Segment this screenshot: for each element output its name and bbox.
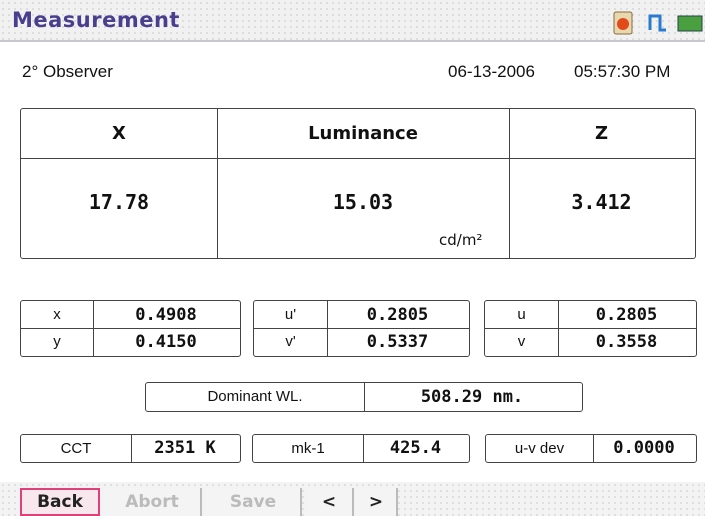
status-icons bbox=[610, 10, 705, 36]
column-header: Luminance bbox=[217, 109, 509, 158]
label: y bbox=[21, 328, 93, 355]
value: 0.0000 bbox=[593, 435, 695, 461]
label: v' bbox=[254, 328, 327, 355]
main-table: X Luminance Z 17.78 15.03 3.412 cd/m² bbox=[20, 108, 696, 259]
value: 0.2805 bbox=[327, 301, 468, 328]
value: 2351 K bbox=[131, 435, 239, 461]
button[interactable]: < bbox=[306, 488, 354, 516]
value: 17.78 bbox=[21, 187, 217, 217]
value: 15.03 bbox=[217, 187, 509, 217]
value: 0.4908 bbox=[93, 301, 239, 328]
value: 3.412 bbox=[509, 187, 694, 217]
label: Dominant WL. bbox=[146, 383, 364, 410]
column-header: X bbox=[21, 109, 217, 158]
screen: Measurement 2° Observer 06-13-2006 05:57… bbox=[0, 0, 705, 516]
label: v bbox=[485, 328, 558, 355]
button[interactable]: Back bbox=[20, 488, 100, 516]
value: 0.5337 bbox=[327, 328, 468, 355]
date: 06-13-2006 bbox=[448, 62, 535, 82]
label: mk-1 bbox=[253, 435, 363, 461]
label: x bbox=[21, 301, 93, 328]
value: 0.4150 bbox=[93, 328, 239, 355]
button[interactable]: Save bbox=[206, 488, 302, 516]
label: u' bbox=[254, 301, 327, 328]
button[interactable]: Abort bbox=[104, 488, 202, 516]
value: 0.3558 bbox=[558, 328, 695, 355]
button[interactable]: > bbox=[356, 488, 398, 516]
value: 0.2805 bbox=[558, 301, 695, 328]
column-header: Z bbox=[509, 109, 694, 158]
value: 508.29 nm. bbox=[364, 383, 580, 410]
label: u bbox=[485, 301, 558, 328]
time: 05:57:30 PM bbox=[574, 62, 670, 82]
dominant-box: Dominant WL. 508.29 nm. bbox=[145, 382, 583, 412]
observer: 2° Observer bbox=[22, 62, 113, 82]
title: Measurement bbox=[12, 8, 180, 32]
value: 425.4 bbox=[363, 435, 468, 461]
header-bar: Measurement bbox=[0, 0, 705, 42]
unit: cd/m² bbox=[439, 231, 482, 249]
label: u-v dev bbox=[486, 435, 593, 461]
label: CCT bbox=[21, 435, 131, 461]
